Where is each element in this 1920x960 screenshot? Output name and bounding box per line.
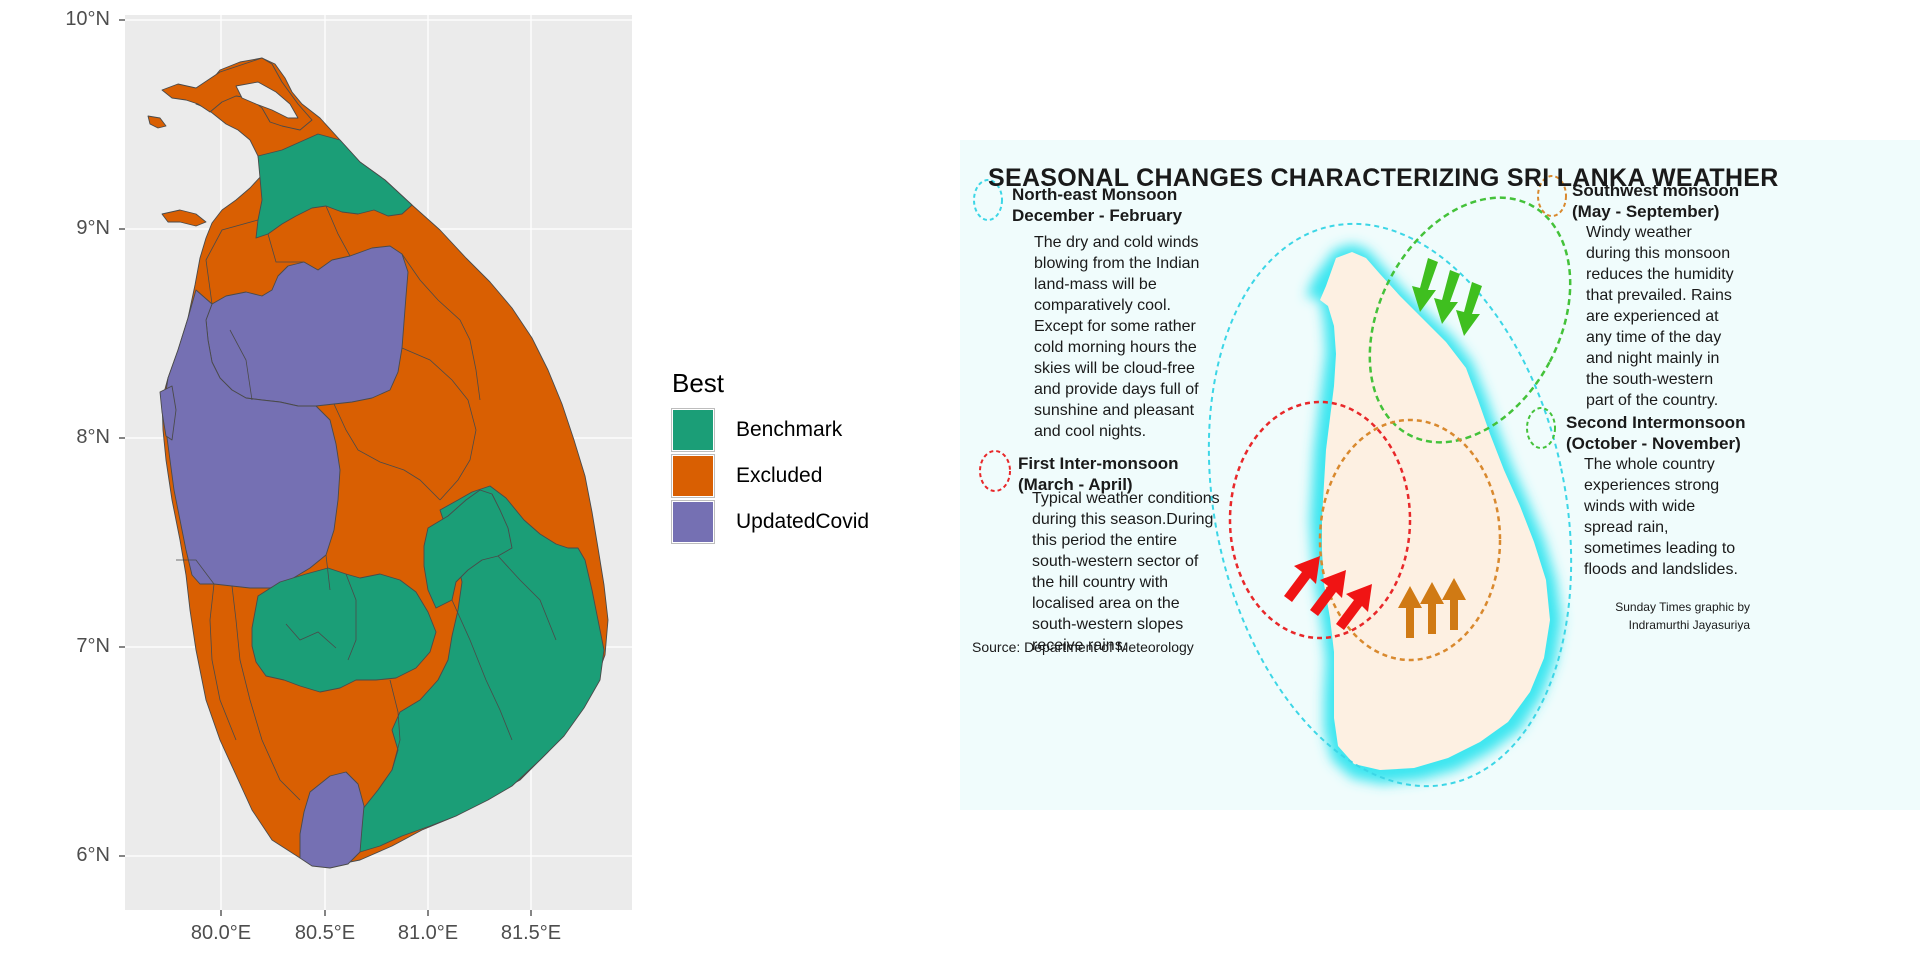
map-legend: Best Benchmark Excluded UpdatedCovid	[671, 368, 912, 545]
lat-label-6n: 6°N	[76, 844, 110, 866]
sw-legend-circle	[1537, 175, 1567, 217]
district-benchmark-mullaitivu	[255, 133, 413, 239]
sri-lanka-district-map	[119, 15, 632, 916]
island-land	[1320, 252, 1550, 770]
second-intermonsoon-heading: Second Intermonsoon (October - November)	[1566, 413, 1746, 453]
legend-label-benchmark: Benchmark	[736, 418, 843, 441]
district-benchmark-batticaloa	[349, 485, 605, 853]
jaffna-lagoon	[235, 81, 299, 119]
ne-wind-arrows	[1412, 258, 1482, 336]
legend-label-updatedcovid: UpdatedCovid	[736, 510, 870, 533]
lon-label-80-5e: 80.5°E	[294, 922, 356, 944]
lat-label-10n: 10°N	[65, 8, 110, 30]
lon-label-80-0e: 80.0°E	[190, 922, 252, 944]
source-note: Source: Department of Meteorology	[972, 639, 1194, 655]
second-intermonsoon-text: The whole country experiences strong win…	[1584, 456, 1738, 578]
legend-item-updatedcovid: UpdatedCovid	[671, 499, 912, 545]
ne-legend-circle	[973, 179, 1003, 221]
district-updated-puttalam-kurunegala	[163, 289, 341, 589]
first-intermonsoon-zone	[1228, 400, 1412, 640]
district-map-panel: 10°N 9°N 8°N 7°N 6°N 80.0°E 80.5°E 81.0°…	[0, 0, 640, 960]
district-excluded-kayts	[147, 115, 167, 129]
graphic-credit: Sunday Times graphic by Indramurthi Jaya…	[1615, 600, 1750, 632]
ne-monsoon-heading: North-east Monsoon December - February	[1012, 185, 1183, 225]
district-benchmark-matale	[423, 489, 513, 609]
seasonal-weather-infographic: SEASONAL CHANGES CHARACTERIZING SRI LANK…	[960, 140, 1920, 810]
legend-label-excluded: Excluded	[736, 464, 823, 487]
legend-swatch-excluded	[671, 454, 715, 498]
first-intermonsoon-heading: First Inter-monsoon (March - April)	[1018, 454, 1179, 494]
kalpitiya-spit	[159, 385, 177, 441]
first-inter-wind-arrows	[1284, 556, 1372, 630]
sw-monsoon-zone	[1318, 418, 1502, 662]
legend-swatch-updatedcovid	[671, 500, 715, 544]
district-updated-south	[299, 771, 365, 869]
map-ticks	[119, 19, 532, 916]
district-excluded-mannar-island	[161, 209, 207, 227]
infographic-graphics	[973, 175, 1573, 788]
infographic-title: SEASONAL CHANGES CHARACTERIZING SRI LANK…	[988, 164, 1779, 192]
legend-title: Best	[672, 368, 725, 398]
second-legend-circle	[1526, 407, 1556, 449]
legend-item-excluded: Excluded	[671, 453, 912, 499]
lat-label-8n: 8°N	[76, 426, 110, 448]
legend-swatch-benchmark	[671, 408, 715, 452]
sw-monsoon-heading: Southwest monsoon (May - September)	[1572, 181, 1740, 221]
district-excluded-jaffna	[161, 57, 313, 131]
district-boundaries	[176, 205, 557, 801]
lon-label-81-0e: 81.0°E	[397, 922, 459, 944]
lat-label-9n: 9°N	[76, 217, 110, 239]
lon-label-81-5e: 81.5°E	[500, 922, 562, 944]
sw-wind-arrows	[1398, 578, 1466, 638]
legend-item-benchmark: Benchmark	[671, 407, 912, 453]
districts	[147, 57, 609, 869]
first-legend-circle	[979, 450, 1011, 492]
first-intermonsoon-text: Typical weather conditions during this s…	[1032, 490, 1220, 654]
ne-monsoon-text: The dry and cold winds blowing from the …	[1034, 234, 1200, 440]
lat-label-7n: 7°N	[76, 635, 110, 657]
sw-monsoon-text: Windy weather during this monsoon reduce…	[1586, 224, 1734, 409]
